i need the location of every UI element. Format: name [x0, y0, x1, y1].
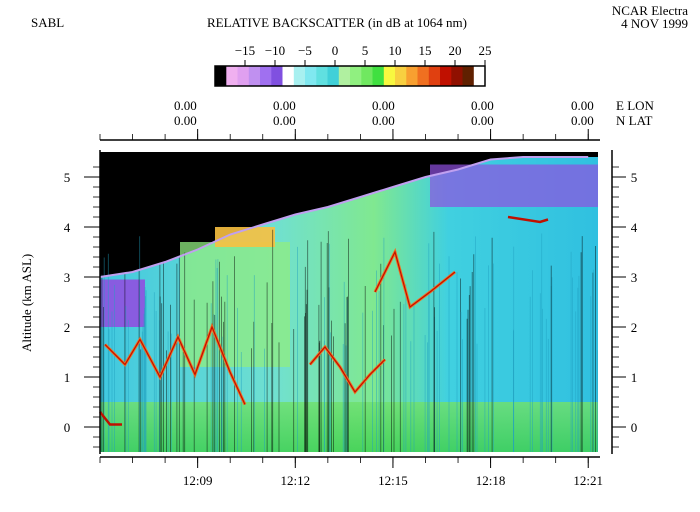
lat-value: 0.00: [174, 113, 197, 128]
colorbar-tick-label: 25: [479, 43, 492, 58]
colorbar-swatch: [462, 66, 475, 86]
colorbar-swatch: [260, 66, 272, 86]
y-tick-label: 1: [64, 370, 71, 385]
colorbar-tick-label: 5: [362, 43, 369, 58]
cloud-layer-core: [104, 325, 246, 405]
lon-value: 0.00: [372, 98, 395, 113]
boundary-layer-band: [100, 402, 598, 452]
cloud-layer: [507, 215, 549, 224]
colorbar-frame: [214, 65, 486, 87]
near-field-region: [100, 279, 145, 327]
colorbar-swatch: [237, 66, 250, 86]
y-tick-label: 4: [64, 220, 71, 235]
colorbar-tick-label: −15: [235, 43, 255, 58]
colorbar-swatch: [372, 66, 385, 86]
lidar-curtain: [99, 152, 598, 452]
x-tick-label: 12:21: [573, 473, 603, 488]
lon-value: 0.00: [174, 98, 197, 113]
flight-altitude-line: [99, 156, 589, 278]
colorbar-swatch: [440, 66, 452, 86]
date-label: 4 NOV 1999: [621, 16, 688, 31]
cloud-top-layer: [215, 227, 275, 247]
n-lat-label: N LAT: [616, 113, 653, 128]
y-tick-label: 1: [631, 370, 638, 385]
x-tick-label: 12:15: [378, 473, 408, 488]
x-tick-label: 12:12: [280, 473, 310, 488]
colorbar-swatch: [316, 66, 329, 86]
instrument-label: SABL: [31, 15, 65, 30]
x-tick-label: 12:18: [476, 473, 506, 488]
y-tick-label: 5: [64, 170, 71, 185]
lon-value: 0.00: [471, 98, 494, 113]
y-tick-label: 5: [631, 170, 638, 185]
colorbar-swatch: [327, 66, 340, 86]
colorbar-swatch: [361, 66, 374, 86]
colorbar-swatch: [226, 66, 239, 86]
colorbar-swatch: [383, 66, 396, 86]
lon-value: 0.00: [571, 98, 594, 113]
surface-return: [99, 411, 122, 426]
cloud-layer-core: [309, 346, 386, 394]
colorbar-tick-label: 20: [449, 43, 462, 58]
y-tick-label: 2: [631, 320, 638, 335]
chart-title: RELATIVE BACKSCATTER (in dB at 1064 nm): [207, 15, 467, 30]
colorbar-swatch: [305, 66, 317, 86]
y-tick-label: 0: [64, 420, 71, 435]
aircraft-label: NCAR Electra: [611, 3, 688, 18]
colorbar-tick-label: 0: [332, 43, 339, 58]
lon-value: 0.00: [273, 98, 296, 113]
y-tick-label: 2: [64, 320, 71, 335]
colorbar-swatch: [215, 66, 227, 86]
colorbar-swatch: [406, 66, 419, 86]
lat-value: 0.00: [471, 113, 494, 128]
y-tick-label: 4: [631, 220, 638, 235]
colorbar-swatch: [395, 66, 407, 86]
y-tick-label: 3: [631, 270, 638, 285]
colorbar-tick-label: 10: [389, 43, 402, 58]
colorbar-swatch: [428, 66, 441, 86]
colorbar-swatch: [350, 66, 362, 86]
colorbar-swatch: [338, 66, 351, 86]
y-axis-label: Altitude (km ASL): [19, 253, 34, 352]
e-lon-label: E LON: [616, 98, 654, 113]
y-tick-label: 3: [64, 270, 71, 285]
colorbar-swatch: [248, 66, 261, 86]
colorbar-tick-label: −5: [298, 43, 312, 58]
colorbar-swatch: [451, 66, 464, 86]
cloud-layer-core: [374, 250, 456, 309]
colorbar-tick-label: −10: [265, 43, 285, 58]
lat-value: 0.00: [571, 113, 594, 128]
colorbar-swatch: [293, 66, 306, 86]
colorbar-swatch: [282, 66, 295, 86]
colorbar-swatch: [417, 66, 430, 86]
x-tick-label: 12:09: [183, 473, 213, 488]
lat-value: 0.00: [273, 113, 296, 128]
lat-value: 0.00: [372, 113, 395, 128]
colorbar-tick-label: 15: [419, 43, 432, 58]
upper-region: [430, 164, 598, 207]
y-tick-label: 0: [631, 420, 638, 435]
colorbar-swatch: [271, 66, 284, 86]
colorbar-swatch: [473, 66, 486, 86]
